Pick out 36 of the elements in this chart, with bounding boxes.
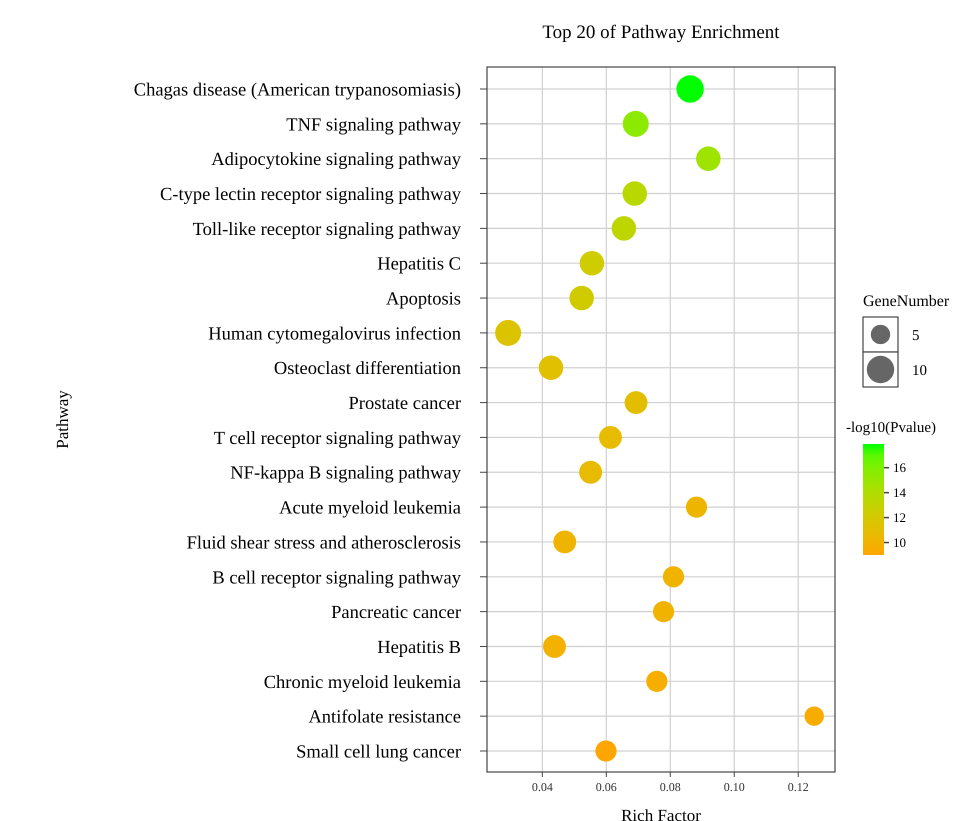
color-bar-label: 12 <box>893 510 906 526</box>
color-bar-label: 16 <box>893 460 906 476</box>
y-tick-label: Fluid shear stress and atherosclerosis <box>186 533 461 554</box>
y-tick-label: T cell receptor signaling pathway <box>214 428 462 449</box>
color-bar-label: 14 <box>893 485 906 500</box>
y-tick-label: Acute myeloid leukemia <box>279 498 461 519</box>
x-tick-label: 0.04 <box>532 780 553 794</box>
legend-title: GeneNumber <box>863 293 950 310</box>
x-tick-label: 0.06 <box>596 780 617 794</box>
y-tick-label: B cell receptor signaling pathway <box>212 568 462 588</box>
y-tick-label: NF-kappa B signaling pathway <box>230 464 462 484</box>
y-tick-label: Small cell lung cancer <box>296 742 461 762</box>
y-tick-label: Osteoclast differentiation <box>274 359 461 380</box>
y-tick-label: Toll-like receptor signaling pathway <box>192 220 462 240</box>
x-tick-label: 0.12 <box>788 780 809 794</box>
y-tick-label: Pancreatic cancer <box>331 603 461 624</box>
x-tick-label: 0.10 <box>724 780 745 794</box>
y-tick-label: Prostate cancer <box>348 394 461 414</box>
y-tick-label: Apoptosis <box>386 290 461 310</box>
y-tick-label: C-type lectin receptor signaling pathway <box>160 185 462 205</box>
legend-label: 5 <box>912 328 920 344</box>
y-tick-label: Antifolate resistance <box>308 708 461 728</box>
y-tick-label: Chronic myeloid leukemia <box>264 672 461 693</box>
chart-title: Top 20 of Pathway Enrichment <box>542 22 780 43</box>
y-tick-label: Human cytomegalovirus infection <box>208 324 461 344</box>
y-tick-label: Hepatitis C <box>377 254 461 275</box>
x-axis-title: Rich Factor <box>621 806 702 821</box>
color-bar-label: 10 <box>893 535 906 550</box>
y-axis-title: Pathway <box>53 390 72 449</box>
y-tick-label: Hepatitis B <box>377 638 461 658</box>
x-tick-label: 0.08 <box>660 780 681 794</box>
legend-label: 10 <box>912 362 927 379</box>
y-tick-label: TNF signaling pathway <box>286 115 462 136</box>
color-bar-title: -log10(Pvalue) <box>846 420 936 436</box>
y-tick-label: Chagas disease (American trypanosomiasis) <box>134 80 461 100</box>
y-tick-label: Adipocytokine signaling pathway <box>211 150 462 170</box>
